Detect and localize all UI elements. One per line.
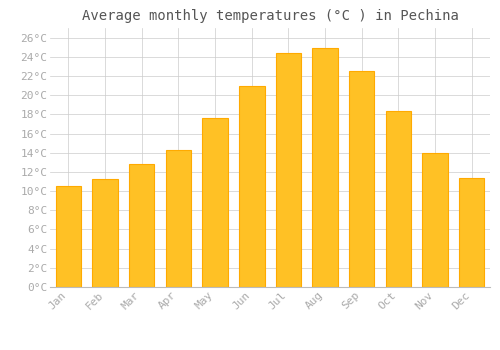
Bar — [129, 164, 154, 287]
Bar — [92, 178, 118, 287]
Bar — [422, 153, 448, 287]
Bar — [459, 178, 484, 287]
Bar — [202, 118, 228, 287]
Bar — [386, 111, 411, 287]
Title: Average monthly temperatures (°C ) in Pechina: Average monthly temperatures (°C ) in Pe… — [82, 9, 458, 23]
Bar — [166, 150, 191, 287]
Bar — [349, 71, 374, 287]
Bar — [239, 85, 264, 287]
Bar — [276, 53, 301, 287]
Bar — [56, 186, 81, 287]
Bar — [312, 48, 338, 287]
